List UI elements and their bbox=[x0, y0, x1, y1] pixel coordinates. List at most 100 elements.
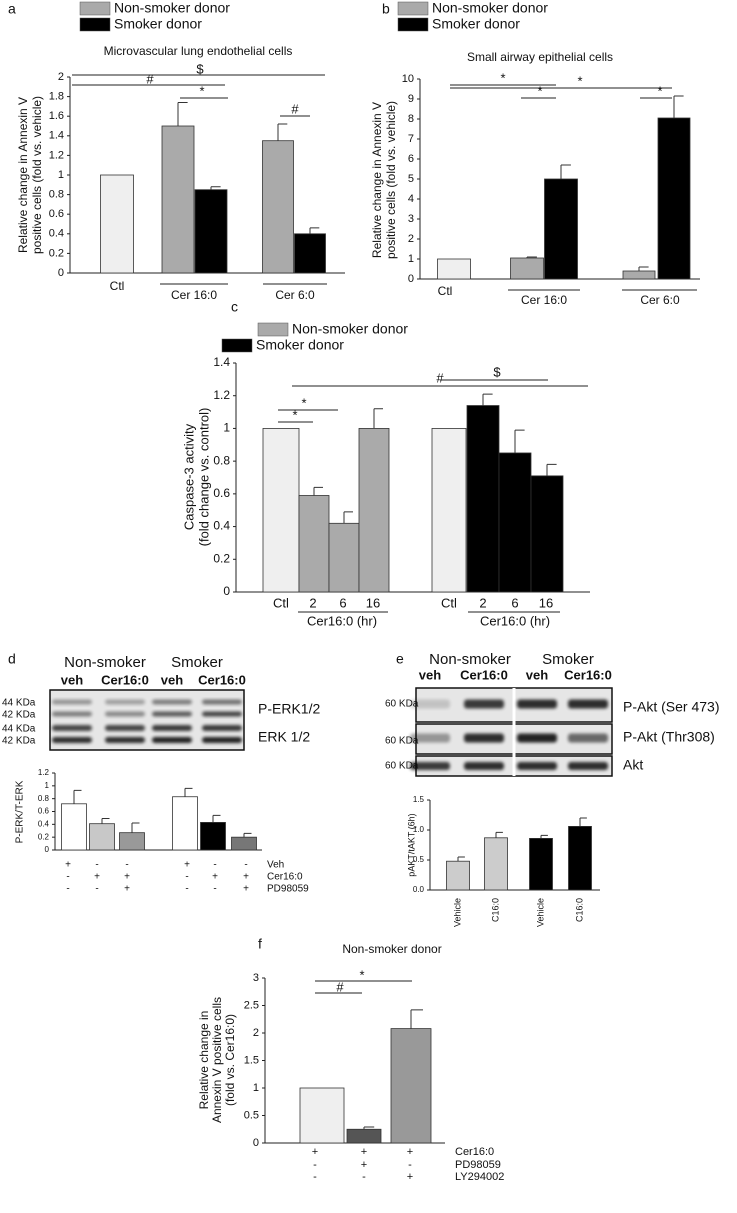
treatment-sign: - bbox=[95, 860, 98, 871]
x-tick-label: Vehicle bbox=[535, 898, 545, 927]
error-bar bbox=[457, 856, 465, 862]
blot-band bbox=[52, 699, 92, 705]
error-bar-line bbox=[526, 256, 537, 258]
bar bbox=[437, 258, 471, 280]
error-bar-line bbox=[495, 831, 503, 838]
chart-title: Non-smoker donor bbox=[342, 942, 441, 956]
treatment-sign: - bbox=[408, 1159, 412, 1171]
panel-letter: c bbox=[231, 299, 238, 315]
blot-band bbox=[464, 733, 504, 743]
treatment-sign: + bbox=[312, 1146, 318, 1158]
bar bbox=[431, 428, 467, 593]
panel-letter: f bbox=[258, 936, 262, 952]
treatment-label: PD98059 bbox=[267, 884, 309, 895]
error-bar bbox=[73, 789, 82, 804]
y-tick-label: 8 bbox=[408, 113, 414, 125]
panel-letter: b bbox=[382, 1, 390, 17]
chart-title: Small airway epithelial cells bbox=[467, 50, 613, 64]
treatment-sign: + bbox=[212, 872, 218, 883]
treatment-sign: + bbox=[94, 872, 100, 883]
bar bbox=[262, 140, 294, 274]
x-tick-label: C16:0 bbox=[574, 898, 584, 922]
x-tick-label: 6 bbox=[511, 595, 518, 610]
blot-band bbox=[105, 699, 145, 705]
y-tick-label: 10 bbox=[402, 73, 414, 85]
blot-lane-label: Cer16:0 bbox=[564, 667, 612, 682]
bar bbox=[299, 1087, 345, 1144]
bar bbox=[529, 838, 553, 891]
error-bar-line bbox=[560, 164, 571, 179]
y-tick-label: 1.6 bbox=[49, 110, 64, 122]
error-bar bbox=[101, 818, 110, 824]
blot-marker: 42 KDa bbox=[2, 736, 36, 747]
bar bbox=[119, 832, 145, 851]
error-bar bbox=[514, 429, 525, 453]
bar bbox=[231, 836, 257, 851]
bar bbox=[657, 117, 691, 280]
bar bbox=[446, 860, 470, 891]
bar bbox=[161, 125, 195, 274]
y-tick-label: 4 bbox=[408, 193, 414, 205]
panel-letter: e bbox=[396, 651, 404, 667]
y-axis-label: (fold vs. Cer16:0) bbox=[223, 1014, 237, 1106]
bar bbox=[200, 822, 226, 851]
blot-band bbox=[410, 699, 450, 709]
error-bar-line bbox=[184, 787, 193, 797]
blot-band bbox=[568, 733, 608, 743]
x-tick-label: Ctl bbox=[441, 595, 457, 610]
significance-mark: # bbox=[336, 979, 344, 994]
bar bbox=[484, 837, 508, 891]
y-tick-label: 1 bbox=[408, 253, 414, 265]
blot-band bbox=[517, 733, 557, 743]
y-tick-label: 1.5 bbox=[413, 795, 425, 804]
significance-mark: * bbox=[199, 83, 204, 98]
treatment-sign: + bbox=[124, 884, 130, 895]
error-bar bbox=[540, 834, 548, 839]
blot-lane-label: veh bbox=[61, 672, 83, 687]
error-bar bbox=[184, 787, 193, 797]
blot-lane-label: veh bbox=[419, 667, 441, 682]
treatment-label: Cer16:0 bbox=[267, 872, 303, 883]
legend-label: Smoker donor bbox=[114, 16, 202, 32]
blot-row-label: P-ERK1/2 bbox=[258, 701, 320, 717]
blot-group-label: Smoker bbox=[171, 654, 223, 671]
blot-band bbox=[52, 725, 92, 731]
significance-mark: * bbox=[292, 407, 297, 422]
y-tick-label: 2 bbox=[253, 1027, 259, 1039]
x-tick-label: 16 bbox=[366, 595, 380, 610]
treatment-sign: + bbox=[407, 1171, 413, 1183]
treatment-sign: - bbox=[185, 872, 188, 883]
treatment-sign: - bbox=[66, 872, 69, 883]
y-tick-label: 0.4 bbox=[213, 519, 230, 533]
blot-row-label: P-Akt (Thr308) bbox=[623, 729, 715, 745]
y-axis-label: (fold change vs. control) bbox=[196, 408, 211, 547]
y-axis-label: P-ERK/T-ERK bbox=[15, 780, 26, 843]
y-tick-label: 7 bbox=[408, 133, 414, 145]
x-tick-label: Cer 6:0 bbox=[275, 288, 315, 302]
blot-marker: 60 KDa bbox=[385, 699, 419, 710]
error-bar bbox=[638, 266, 649, 271]
group-label: Cer16:0 (hr) bbox=[480, 613, 550, 628]
error-bar-line bbox=[482, 393, 493, 406]
x-tick-label: 6 bbox=[339, 595, 346, 610]
blot-band bbox=[105, 737, 145, 743]
blot-band bbox=[202, 737, 242, 743]
bar bbox=[622, 270, 656, 280]
error-bar-line bbox=[546, 463, 557, 476]
error-bar-line bbox=[212, 814, 221, 823]
treatment-label: PD98059 bbox=[455, 1159, 501, 1171]
legend-label: Non-smoker donor bbox=[114, 0, 230, 16]
blot-band bbox=[517, 699, 557, 709]
error-bar bbox=[210, 186, 221, 190]
y-axis-label: Relative change in bbox=[197, 1011, 211, 1110]
significance-mark: $ bbox=[196, 61, 204, 76]
bar bbox=[100, 174, 134, 274]
bar bbox=[172, 796, 198, 851]
y-tick-label: 1.2 bbox=[213, 388, 230, 402]
treatment-sign: + bbox=[65, 860, 71, 871]
error-bar-line bbox=[673, 95, 684, 118]
blot-band bbox=[568, 762, 608, 770]
y-tick-label: 0.0 bbox=[413, 885, 425, 894]
treatment-sign: - bbox=[362, 1171, 366, 1183]
